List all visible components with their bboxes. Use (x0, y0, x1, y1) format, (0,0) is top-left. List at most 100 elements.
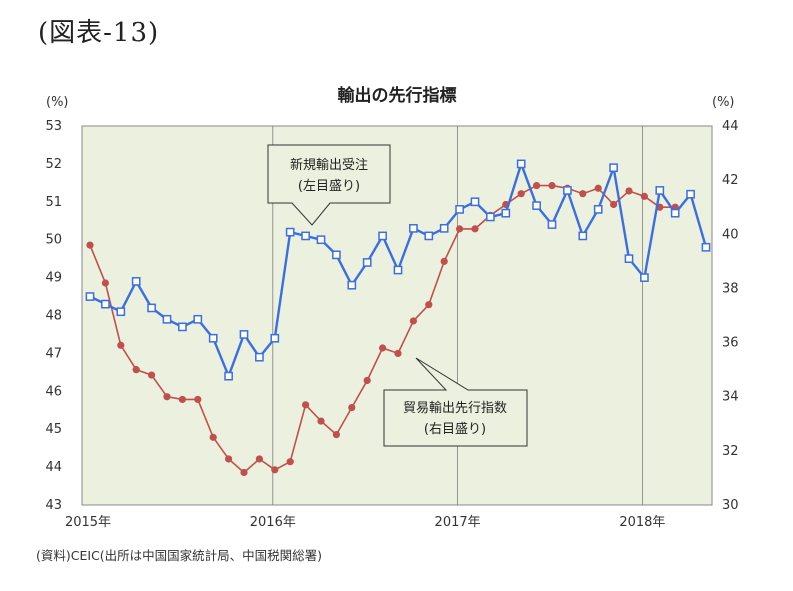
point-new-export-orders (409, 223, 418, 233)
point-leading-index (317, 417, 325, 425)
callout-new-export-orders: 新規輸出受注 (左目盛り) (267, 144, 391, 226)
right-tick-label: 30 (722, 498, 739, 513)
left-axis-unit: (%) (46, 95, 69, 110)
point-new-export-orders (362, 258, 372, 267)
left-tick-label: 43 (45, 498, 62, 513)
point-new-export-orders (640, 273, 649, 282)
point-new-export-orders (347, 280, 357, 290)
point-leading-index (178, 395, 186, 404)
left-tick-label: 46 (45, 384, 62, 399)
point-leading-index (225, 455, 233, 463)
point-new-export-orders (147, 303, 156, 313)
x-tick-label: 2018年 (619, 515, 665, 530)
point-leading-index (132, 366, 140, 374)
left-tick-label: 48 (45, 309, 62, 324)
x-tick-label: 2016年 (250, 515, 296, 530)
point-leading-index (271, 466, 279, 474)
point-new-export-orders (116, 307, 126, 317)
point-new-export-orders (655, 186, 665, 195)
point-new-export-orders (701, 242, 711, 252)
point-leading-index (363, 376, 371, 385)
point-new-export-orders (239, 330, 249, 339)
left-tick-label: 45 (45, 422, 62, 437)
left-tick-label: 51 (45, 195, 62, 210)
right-tick-label: 38 (722, 281, 739, 296)
point-new-export-orders (593, 205, 603, 214)
point-new-export-orders (439, 223, 449, 233)
callout-leading-index-label: 貿易輸出先行指数 (403, 401, 507, 416)
callout-new-export-orders-axis: (左目盛り) (298, 179, 360, 194)
source-note: (資料)CEIC(出所は中国国家統計局、中国税関総署) (36, 548, 323, 563)
point-leading-index (579, 190, 587, 198)
point-new-export-orders (563, 186, 572, 195)
point-new-export-orders (255, 352, 264, 362)
right-tick-label: 40 (722, 227, 739, 242)
point-leading-index (425, 301, 433, 309)
point-new-export-orders (470, 197, 480, 207)
point-new-export-orders (162, 314, 172, 324)
right-tick-label: 32 (722, 444, 739, 459)
series-layer (85, 159, 711, 477)
chart-title: 輸出の先行指標 (338, 85, 457, 106)
point-new-export-orders (378, 231, 387, 241)
point-new-export-orders (301, 231, 310, 241)
point-new-export-orders (686, 189, 695, 199)
point-leading-index (101, 279, 109, 287)
point-new-export-orders (193, 314, 203, 324)
point-leading-index (379, 344, 387, 352)
point-leading-index (471, 225, 479, 233)
point-leading-index (194, 395, 202, 404)
point-leading-index (332, 431, 340, 439)
point-leading-index (209, 433, 217, 441)
point-leading-index (640, 192, 649, 200)
point-new-export-orders (85, 292, 95, 301)
point-new-export-orders (578, 231, 588, 241)
point-new-export-orders (624, 254, 634, 264)
left-tick-label: 52 (45, 157, 62, 172)
right-tick-label: 34 (722, 390, 739, 405)
point-leading-index (594, 184, 602, 192)
left-axis: 43 44 45 46 47 48 49 50 51 52 53 (45, 119, 62, 513)
point-leading-index (86, 241, 94, 249)
point-leading-index (409, 317, 417, 325)
point-leading-index (348, 403, 356, 412)
right-tick-label: 36 (722, 336, 739, 351)
point-new-export-orders (131, 277, 141, 286)
point-leading-index (148, 371, 156, 379)
x-axis: 2015年 2016年 2017年 2018年 (65, 515, 665, 530)
point-leading-index (440, 257, 448, 265)
callout-leading-index-box (383, 357, 528, 447)
point-new-export-orders (609, 163, 618, 173)
plot-area (81, 125, 713, 506)
x-tick-label: 2017年 (435, 515, 481, 530)
point-leading-index (517, 190, 525, 198)
point-new-export-orders (393, 265, 403, 275)
point-new-export-orders (670, 208, 680, 218)
point-leading-index (117, 341, 125, 349)
left-tick-label: 53 (45, 119, 62, 134)
point-new-export-orders (516, 159, 526, 169)
point-new-export-orders (455, 205, 464, 214)
point-leading-index (302, 401, 310, 409)
point-leading-index (533, 181, 541, 190)
point-new-export-orders (208, 333, 218, 343)
right-axis-unit: (%) (712, 95, 735, 110)
point-new-export-orders (270, 333, 280, 343)
point-new-export-orders (224, 371, 233, 381)
point-new-export-orders (332, 250, 341, 260)
right-tick-label: 42 (722, 173, 739, 188)
point-new-export-orders (486, 212, 495, 222)
point-new-export-orders (547, 220, 557, 229)
left-tick-label: 44 (45, 460, 62, 475)
figure-label: (図表-13) (38, 18, 160, 48)
x-tick-label: 2015年 (65, 515, 111, 530)
point-leading-index (163, 393, 171, 401)
callout-leading-index-axis: (右目盛り) (424, 422, 486, 437)
point-leading-index (548, 181, 556, 190)
point-new-export-orders (178, 322, 187, 332)
right-tick-label: 44 (722, 119, 739, 134)
point-leading-index (255, 455, 263, 463)
point-new-export-orders (101, 299, 110, 309)
point-leading-index (456, 225, 464, 233)
